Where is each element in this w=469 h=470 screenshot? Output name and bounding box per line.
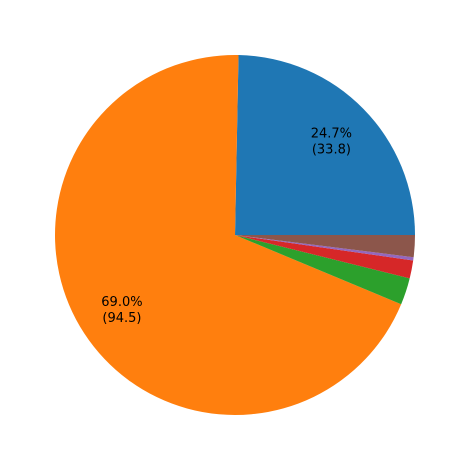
pie-slice-value-0: (33.8)	[312, 142, 351, 157]
pie-slice-percent-0: 24.7%	[311, 126, 352, 141]
pie-slice-3	[235, 235, 414, 279]
pie-slice-percent-1: 69.0%	[101, 295, 142, 310]
pie-labels: 24.7% (33.8) 69.0% (94.5)	[101, 126, 352, 325]
pie-slice-2	[235, 235, 410, 305]
pie-slice-4	[235, 235, 414, 261]
pie-slice-1	[55, 54, 402, 415]
pie-slice-0	[235, 55, 415, 235]
pie-slices	[55, 54, 416, 415]
pie-slice-label-0: 24.7% (33.8)	[311, 126, 352, 157]
pie-slice-label-1: 69.0% (94.5)	[101, 295, 142, 326]
pie-slice-value-1: (94.5)	[102, 311, 141, 326]
pie-slice-5	[235, 235, 416, 258]
